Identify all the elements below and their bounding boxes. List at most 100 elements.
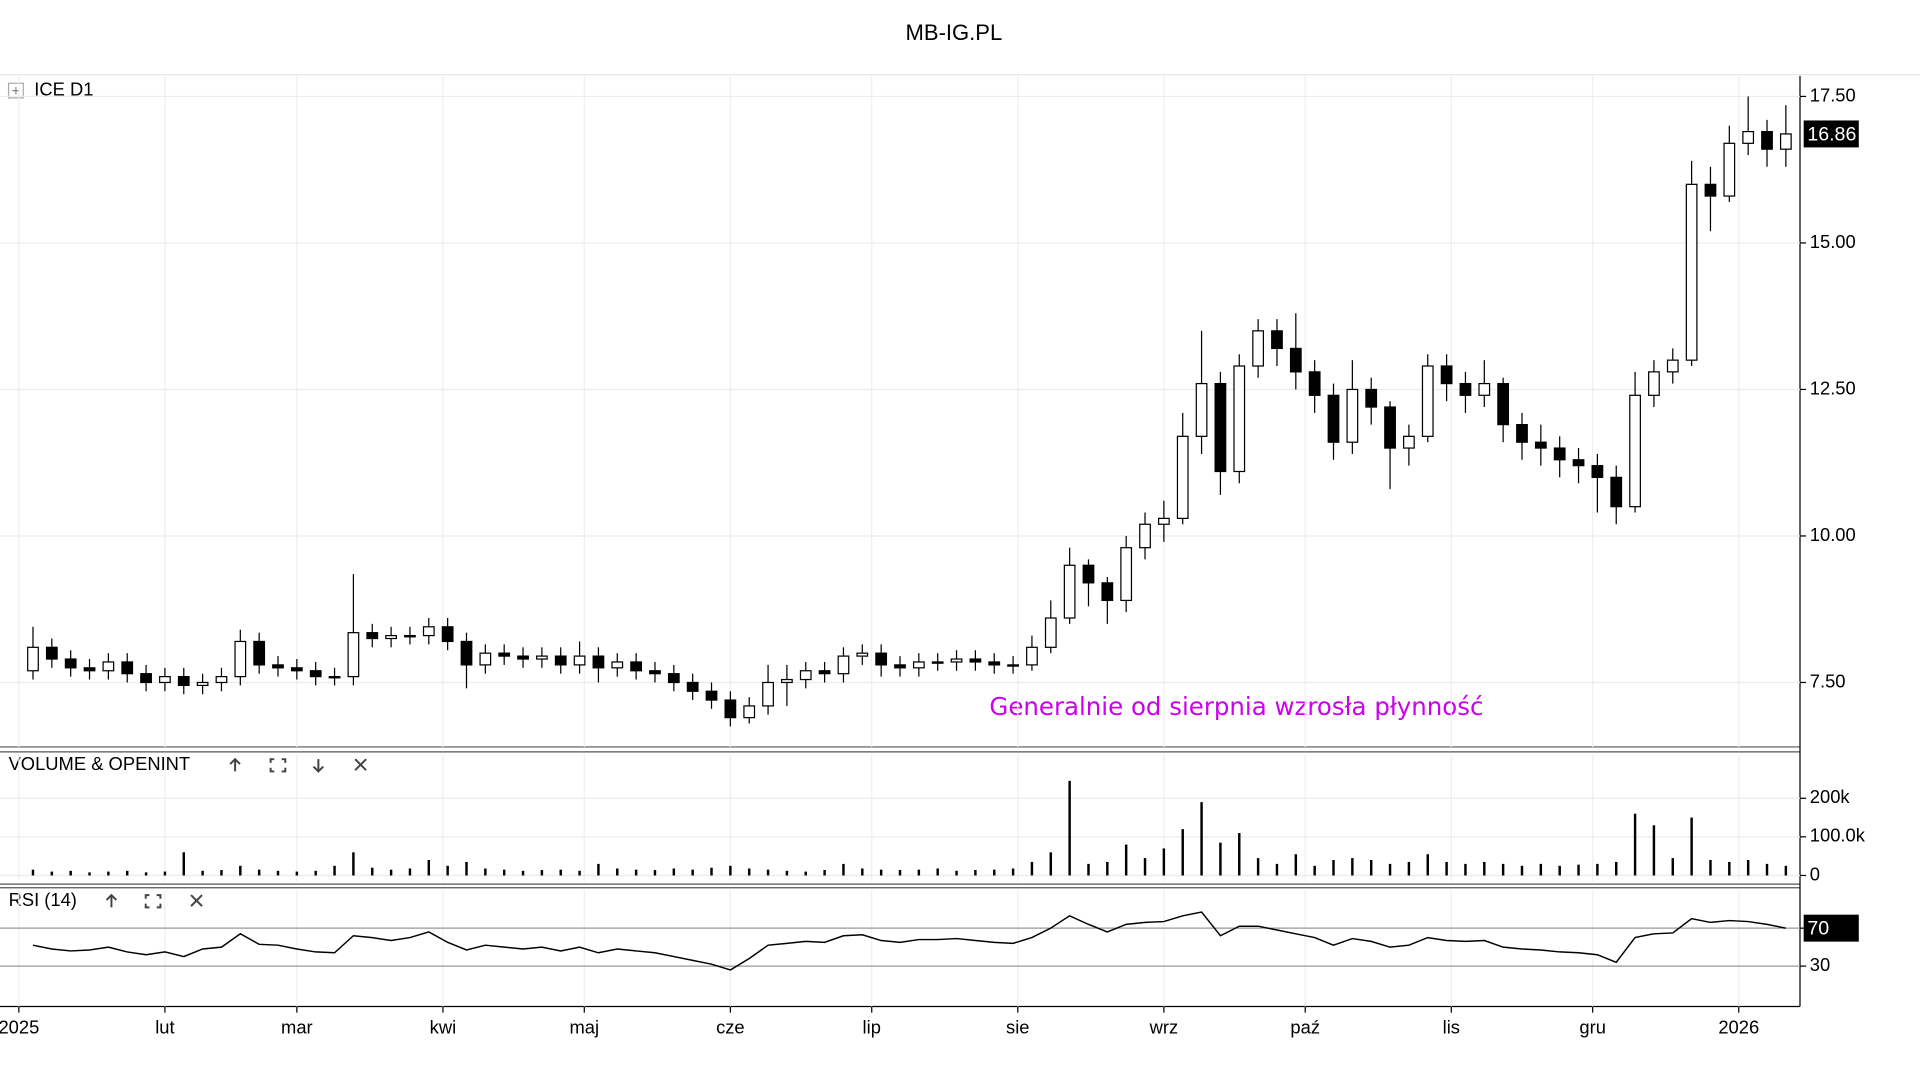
x-tick-label: mar bbox=[281, 1016, 313, 1037]
x-tick-label: maj bbox=[569, 1016, 599, 1037]
candle-body bbox=[1044, 617, 1057, 648]
volume-bar bbox=[578, 870, 581, 876]
move-up-button[interactable] bbox=[105, 893, 118, 908]
candle-body bbox=[159, 676, 171, 684]
candle-body bbox=[1195, 382, 1208, 437]
volume-bar bbox=[616, 868, 619, 876]
x-tick-label: lut bbox=[155, 1016, 174, 1037]
candle-body bbox=[1459, 382, 1472, 396]
volume-bar bbox=[1445, 861, 1448, 876]
volume-bar bbox=[182, 852, 185, 876]
last-value-label: 16.86 bbox=[1807, 123, 1856, 145]
candle-body bbox=[83, 667, 96, 672]
volume-bar bbox=[371, 867, 374, 876]
candle-body bbox=[762, 681, 774, 707]
x-tick-label: lis bbox=[1443, 1016, 1460, 1037]
volume-bar bbox=[936, 868, 939, 876]
candle-body bbox=[1327, 394, 1340, 443]
maximize-button[interactable] bbox=[144, 894, 162, 909]
volume-bar bbox=[1577, 864, 1580, 876]
candle-body bbox=[234, 640, 247, 678]
candle-body bbox=[1553, 447, 1566, 461]
candle-body bbox=[404, 634, 416, 638]
volume-bar bbox=[126, 870, 129, 876]
volume-bar bbox=[465, 861, 468, 876]
volume-bar bbox=[1332, 860, 1335, 876]
volume-bar bbox=[295, 871, 299, 876]
candle-body bbox=[1742, 130, 1755, 144]
candle-body bbox=[177, 676, 190, 687]
volume-bar bbox=[1407, 861, 1411, 876]
volume-bar bbox=[1369, 860, 1373, 876]
candle-body bbox=[894, 664, 906, 669]
candle-body bbox=[535, 655, 548, 660]
volume-bar bbox=[559, 869, 562, 876]
y-tick-label: 15.00 bbox=[1810, 231, 1856, 252]
x-tick-label: 2026 bbox=[1718, 1016, 1759, 1037]
volume-bar bbox=[540, 870, 544, 876]
pane-title: VOLUME & OPENINT bbox=[9, 753, 191, 774]
maximize-button[interactable] bbox=[269, 758, 287, 773]
volume-bar bbox=[1106, 861, 1109, 876]
candle-body bbox=[686, 681, 699, 692]
candle-body bbox=[875, 652, 888, 666]
y-tick-label: 10.00 bbox=[1810, 524, 1856, 545]
volume-bar bbox=[974, 870, 977, 876]
candle-body bbox=[498, 652, 511, 657]
volume-bar bbox=[1728, 861, 1731, 876]
volume-bar bbox=[1049, 852, 1053, 876]
x-tick-label: wrz bbox=[1149, 1016, 1179, 1037]
candle-body bbox=[1157, 517, 1170, 525]
volume-bar bbox=[521, 870, 525, 876]
volume-bar bbox=[1633, 813, 1637, 876]
candle-body bbox=[912, 661, 925, 669]
volume-bar bbox=[1784, 865, 1788, 876]
volume-bar bbox=[446, 865, 449, 876]
y-tick-label: 17.50 bbox=[1810, 84, 1856, 105]
move-down-button[interactable] bbox=[312, 759, 324, 773]
volume-bar bbox=[955, 870, 958, 876]
candle-body bbox=[1176, 435, 1189, 519]
x-tick-label: kwi bbox=[430, 1016, 457, 1037]
volume-bar bbox=[1501, 863, 1505, 876]
volume-bar bbox=[1181, 829, 1184, 876]
candle-body bbox=[27, 646, 39, 672]
volume-bar bbox=[1615, 861, 1618, 876]
expand-icon[interactable] bbox=[7, 82, 24, 99]
volume-bar bbox=[1219, 842, 1222, 876]
candle-body bbox=[969, 658, 982, 663]
annotation: Generalnie od sierpnia wzrosła płynność bbox=[989, 692, 1483, 721]
close-button[interactable] bbox=[190, 894, 203, 907]
volume-bar bbox=[1294, 854, 1298, 876]
volume-bar bbox=[710, 867, 713, 876]
candle-body bbox=[1704, 183, 1717, 197]
candle-body bbox=[1007, 664, 1019, 667]
volume-bar bbox=[1709, 860, 1712, 876]
volume-bar bbox=[1746, 860, 1750, 876]
candle-body bbox=[290, 667, 303, 672]
volume-bar bbox=[879, 869, 883, 876]
volume-bar bbox=[220, 870, 223, 876]
candle-body bbox=[1723, 142, 1736, 197]
pane-title: ICE D1 bbox=[34, 78, 93, 99]
x-tick-label: 2025 bbox=[0, 1016, 39, 1037]
candle-body bbox=[592, 655, 605, 669]
move-up-button[interactable] bbox=[229, 757, 241, 772]
candle-body bbox=[140, 673, 152, 684]
volume-bar bbox=[729, 865, 732, 876]
candle-body bbox=[1082, 564, 1095, 584]
candle-body bbox=[1610, 476, 1623, 508]
close-button[interactable] bbox=[354, 758, 367, 771]
volume-bar bbox=[427, 860, 431, 876]
candle-body bbox=[818, 670, 831, 675]
candle-body bbox=[196, 681, 209, 687]
candle-body bbox=[573, 655, 586, 666]
candle-body bbox=[64, 658, 77, 669]
volume-bar bbox=[1652, 825, 1656, 876]
candle-body bbox=[724, 699, 737, 719]
candle-body bbox=[1403, 435, 1415, 449]
volume-bar bbox=[634, 869, 638, 876]
